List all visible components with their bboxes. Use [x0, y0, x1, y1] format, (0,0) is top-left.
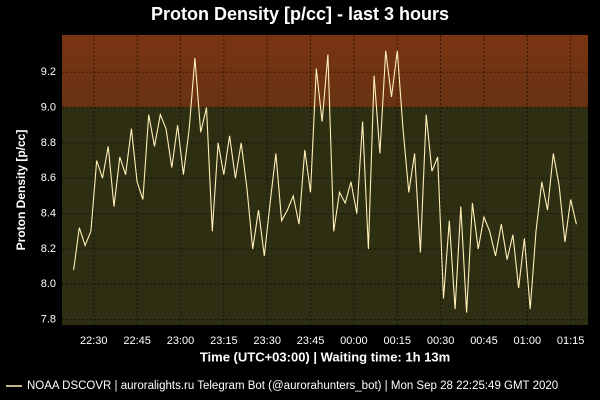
x-tick-label: 00:15 [383, 335, 411, 347]
data-line [73, 50, 577, 313]
y-tick-label: 8.4 [41, 208, 56, 220]
y-tick-label: 8.6 [41, 172, 56, 184]
x-tick-label: 23:00 [167, 335, 195, 347]
chart-title: Proton Density [p/cc] - last 3 hours [151, 4, 449, 24]
y-axis-label: Proton Density [p/cc] [14, 130, 28, 251]
x-tick-label: 01:00 [514, 335, 542, 347]
legend-label: NOAA DSCOVR | auroralights.ru Telegram B… [27, 380, 558, 392]
y-tick-label: 9.2 [41, 66, 56, 78]
y-tick-label: 8.8 [41, 137, 56, 149]
x-tick-label: 23:30 [253, 335, 281, 347]
x-tick-label: 00:30 [427, 335, 455, 347]
x-tick-label: 00:00 [340, 335, 368, 347]
x-tick-label: 23:15 [210, 335, 238, 347]
y-tick-label: 8.0 [41, 278, 56, 290]
y-tick-label: 8.2 [41, 243, 56, 255]
threshold-zone [62, 35, 588, 108]
x-tick-label: 00:45 [470, 335, 498, 347]
x-tick-label: 01:15 [557, 335, 585, 347]
x-axis-label: Time (UTC+03:00) | Waiting time: 1h 13m [200, 349, 450, 364]
x-tick-label: 23:45 [297, 335, 325, 347]
x-tick-label: 22:45 [123, 335, 151, 347]
y-tick-label: 9.0 [41, 101, 56, 113]
y-tick-label: 7.8 [41, 314, 56, 326]
x-tick-label: 22:30 [80, 335, 108, 347]
